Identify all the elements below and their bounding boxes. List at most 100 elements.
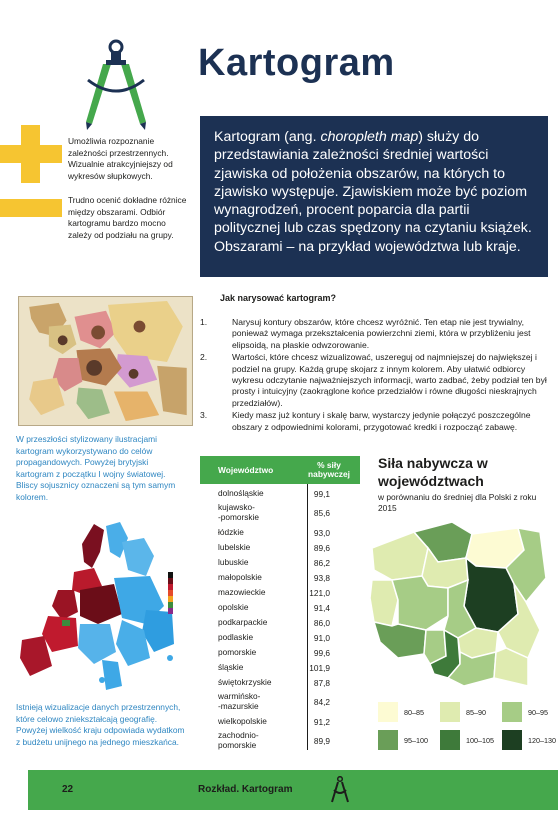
purchasing-power-table: Województwo % siły nabywczej dolnośląski…: [200, 456, 360, 753]
purchasing-power-value: 91,0: [313, 632, 330, 643]
voivodeship-name: opolskie: [218, 601, 249, 612]
legend-swatch: [378, 702, 398, 722]
intro-text-2: ) służy do przedstawiania zależności śre…: [214, 129, 532, 255]
voivodeship-name: świętokrzyskie: [218, 676, 272, 687]
purchasing-power-value: 85,6: [313, 508, 330, 518]
voivodeship-name: śląskie: [218, 661, 244, 672]
table-row: świętokrzyskie 87,8: [200, 675, 360, 690]
step-text: Wartości, które chcesz wizualizować, usz…: [232, 352, 547, 408]
table-row: pomorskie 99,6: [200, 645, 360, 660]
table-row: zachodnio- pomorskie 89,9: [200, 729, 360, 753]
purchasing-power-value: 93,8: [313, 572, 330, 583]
compass-footer-icon: [331, 776, 349, 803]
voivodeship-name: łódzkie: [218, 526, 244, 537]
step-text: Kiedy masz już kontury i skalę barw, wys…: [232, 410, 531, 432]
step-number: 3.: [200, 410, 208, 421]
region-malopolskie: [446, 650, 497, 687]
minus-icon: [0, 199, 62, 217]
purchasing-power-value: 89,9: [313, 736, 330, 746]
table-divider: [307, 484, 308, 750]
intro-italic: choropleth map: [320, 129, 419, 145]
legend-swatch: [378, 730, 398, 750]
disadvantages-text: Trudno ocenić dokładne różnice między ob…: [68, 195, 187, 240]
advantages-text: Umożliwia rozpoznanie zależności przestr…: [68, 136, 173, 181]
step-number: 1.: [200, 317, 208, 327]
legend-label: 100–105: [466, 735, 494, 745]
voivodeship-name: lubelskie: [218, 541, 251, 552]
purchasing-power-value: 91,4: [313, 602, 330, 613]
purchasing-power-value: 93,0: [313, 527, 330, 538]
step-number: 2.: [200, 352, 208, 363]
howto-step: 3. Kiedy masz już kontury i skalę barw, w…: [200, 410, 550, 433]
table-row: mazowieckie 121,0: [200, 585, 360, 600]
region-podkarpackie: [493, 647, 529, 687]
legend-item: 85–90: [440, 702, 502, 722]
purchasing-power-value: 86,2: [313, 557, 330, 568]
purchasing-power-value: 99,1: [313, 488, 330, 499]
map-title: Siła nabywcza w województwach: [378, 455, 488, 489]
table-header: Województwo % siły nabywczej: [200, 456, 360, 484]
table-row: opolskie 91,4: [200, 600, 360, 615]
poland-voivodeships-map: [369, 521, 547, 687]
page-title: Kartogram: [198, 42, 395, 84]
legend-label: 120–130: [528, 735, 556, 745]
eu-budget-cartogram: [20, 522, 174, 690]
purchasing-power-value: 89,6: [313, 542, 330, 553]
footer-bar: 22 Rozkład. Kartogram: [28, 770, 558, 810]
table-row: lubelskie 89,6: [200, 540, 360, 555]
voivodeship-name: dolnośląskie: [218, 487, 264, 498]
page-number: 22: [62, 784, 74, 795]
voivodeship-name: kujawsko- -pomorskie: [218, 502, 260, 522]
table-row: wielkopolskie 91,2: [200, 714, 360, 729]
purchasing-power-value: 121,0: [309, 587, 330, 598]
legend-item: 120–130: [502, 730, 558, 750]
legend-swatch: [502, 702, 522, 722]
column-header-voivodeship: Województwo: [218, 465, 274, 475]
voivodeship-name: lubuskie: [218, 556, 249, 567]
legend-label: 85–90: [466, 707, 486, 717]
compass-logo-icon: [86, 39, 146, 130]
voivodeship-name: wielkopolskie: [218, 715, 267, 726]
table-row: kujawsko- -pomorskie 85,6: [200, 501, 360, 525]
legend-swatch: [440, 730, 460, 750]
purchasing-power-value: 86,0: [313, 617, 330, 628]
table-row: lubuskie 86,2: [200, 555, 360, 570]
voivodeship-name: podkarpackie: [218, 616, 268, 627]
legend-item: 100–105: [440, 730, 502, 750]
plus-icon: [0, 125, 62, 183]
intro-text-1: Kartogram (ang.: [214, 129, 321, 145]
purchasing-power-value: 87,8: [313, 677, 330, 688]
step-text: Narysuj kontury obszarów, które chcesz w…: [232, 317, 531, 350]
voivodeship-name: mazowieckie: [218, 586, 266, 597]
howto-steps: 1. Narysuj kontury obszarów, które chcesz…: [200, 317, 550, 434]
table-row: warmińsko- -mazurskie 84,2: [200, 690, 360, 714]
legend-swatch: [440, 702, 460, 722]
intro-box: Kartogram (ang. choropleth map) służy do…: [200, 116, 548, 277]
purchasing-power-value: 101,9: [309, 662, 330, 673]
legend-label: 90–95: [528, 707, 548, 717]
legend-item: 80–85: [378, 702, 440, 722]
purchasing-power-value: 99,6: [313, 647, 330, 658]
voivodeship-name: podlaskie: [218, 631, 254, 642]
caption-distorted-geography: Istnieją wizualizacje danych przestrzenn…: [16, 702, 185, 747]
table-body: dolnośląskie 99,1 kujawsko- -pomorskie 85,6…: [200, 484, 360, 753]
voivodeship-name: małopolskie: [218, 571, 262, 582]
voivodeship-name: warmińsko- -mazurskie: [218, 691, 261, 711]
voivodeship-name: pomorskie: [218, 646, 257, 657]
table-row: podkarpackie 86,0: [200, 615, 360, 630]
legend-item: 95–100: [378, 730, 440, 750]
table-row: podlaskie 91,0: [200, 630, 360, 645]
legend-swatch: [502, 730, 522, 750]
table-row: śląskie 101,9: [200, 660, 360, 675]
howto-step: 2. Wartości, które chcesz wizualizować, u…: [200, 352, 550, 409]
caption-propaganda: W przeszłości stylizowany ilustracjami k…: [16, 434, 176, 502]
legend-label: 80–85: [404, 707, 424, 717]
table-row: dolnośląskie 99,1: [200, 486, 360, 501]
legend-item: 90–95: [502, 702, 558, 722]
map-legend: 80–85 85–90 90–95 95–100 100–105 120–130: [378, 702, 558, 752]
footer-title: Rozkład. Kartogram: [198, 784, 293, 795]
map-subtitle: w porównaniu do średniej dla Polski z ro…: [378, 492, 537, 513]
column-header-purchasing-power: % siły nabywczej: [308, 459, 350, 479]
legend-label: 95–100: [404, 735, 428, 745]
voivodeship-name: zachodnio- pomorskie: [218, 730, 259, 750]
